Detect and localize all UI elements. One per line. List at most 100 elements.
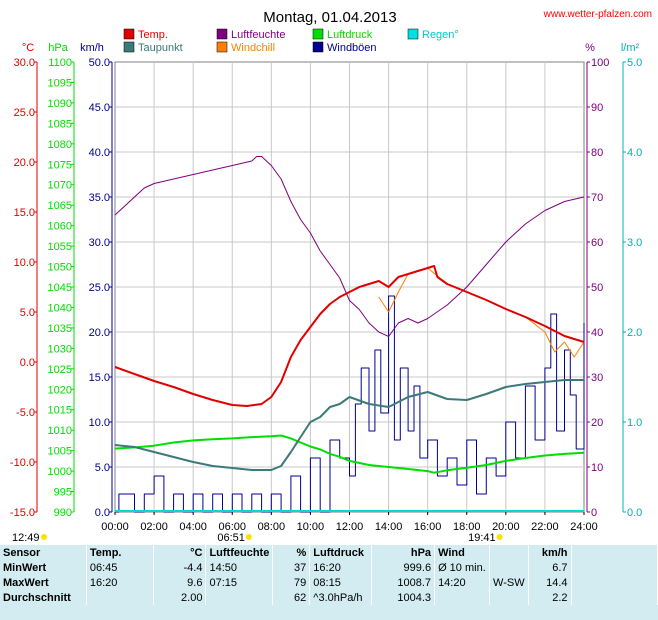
rain-axis-label: l/m² bbox=[621, 42, 640, 54]
x-tick-label: 08:00 bbox=[258, 521, 286, 533]
stats-hum-val: 79 bbox=[272, 575, 311, 590]
stats-header-sensor: Sensor bbox=[0, 545, 87, 560]
temp-axis-tick-label: 10.0 bbox=[14, 257, 35, 269]
stats-wind-time bbox=[434, 590, 491, 605]
legend-swatch bbox=[312, 41, 324, 53]
temp-axis-label: °C bbox=[22, 42, 34, 54]
stats-label: MaxWert bbox=[0, 575, 87, 590]
pressure-axis-tick-label: 1100 bbox=[48, 57, 72, 69]
legend-swatch bbox=[407, 28, 419, 40]
legend-swatch bbox=[123, 41, 135, 53]
humidity-axis-tick-label: 40 bbox=[591, 327, 603, 339]
wind-axis-label: km/h bbox=[80, 42, 104, 54]
pressure-axis-tick-label: 1050 bbox=[48, 262, 72, 274]
x-tick-label: 20:00 bbox=[492, 521, 520, 533]
pressure-axis-tick-label: 1000 bbox=[48, 466, 72, 478]
legend-entry: Luftfeuchte bbox=[231, 29, 285, 41]
x-tick-label: 22:00 bbox=[531, 521, 559, 533]
stats-header-row: Sensor Temp. °C Luftfeuchte % Luftdruck … bbox=[0, 545, 658, 560]
legend: Temp. Luftfeuchte Luftdruck Regen° Taupunkt W… bbox=[123, 28, 459, 54]
pressure-axis-tick-label: 1015 bbox=[48, 405, 72, 417]
x-tick-label: 02:00 bbox=[140, 521, 168, 533]
pressure-axis-tick-label: 1090 bbox=[48, 98, 72, 110]
x-axis: 00:00 02:00 04:00 06:00 08:00 10:00 12:00 14:00… bbox=[101, 512, 598, 533]
legend-entry: Luftdruck bbox=[327, 29, 373, 41]
stats-wind-val: 6.7 bbox=[528, 560, 572, 575]
stats-press-val: 1004.3 bbox=[371, 590, 436, 605]
temp-axis-tick-label: -5.0 bbox=[16, 407, 35, 419]
stats-header-hum: Luftfeuchte bbox=[205, 545, 274, 560]
temp-axis-tick-label: 20.0 bbox=[14, 157, 35, 169]
series bbox=[114, 156, 585, 513]
x-tick-label: 24:00 bbox=[570, 521, 598, 533]
humidity-axis-tick-label: 70 bbox=[591, 192, 603, 204]
x-tick-label: 06:00 bbox=[218, 521, 246, 533]
series-line-windben bbox=[115, 295, 585, 513]
wind-axis-tick-label: 10.0 bbox=[89, 417, 110, 429]
sunset-icon bbox=[496, 534, 503, 540]
stats-row-max: MaxWert 16:20 9.6 07:15 79 08:15 1008.7 … bbox=[0, 575, 658, 590]
temp-axis-tick-label: -15.0 bbox=[10, 507, 35, 519]
wind-axis-tick-label: 30.0 bbox=[89, 237, 110, 249]
series-line-taupunkt bbox=[114, 379, 584, 471]
wind-axis-tick-label: 5.0 bbox=[95, 462, 110, 474]
wind-axis-tick-label: 35.0 bbox=[89, 192, 110, 204]
stats-wind-val: 14.4 bbox=[528, 575, 572, 590]
axis-labels: °C hPa km/h% l/m² bbox=[22, 42, 640, 54]
pressure-axis-tick-label: 1070 bbox=[48, 180, 72, 192]
stats-header-temp: Temp. bbox=[86, 545, 154, 560]
sunset-time: 19:41 bbox=[468, 532, 496, 544]
stats-temp-time bbox=[86, 590, 154, 605]
stats-wind-time: Ø 10 min. bbox=[434, 560, 491, 575]
pressure-axis-tick-label: 1075 bbox=[48, 159, 72, 171]
legend-swatch bbox=[216, 41, 228, 53]
stats-temp-time: 16:20 bbox=[86, 575, 154, 590]
site-link[interactable]: www.wetter-pfalzen.com bbox=[543, 9, 652, 20]
legend-entry: Windchill bbox=[231, 42, 275, 54]
pressure-axis-tick-label: 1035 bbox=[48, 323, 72, 335]
pressure-axis-tick-label: 1025 bbox=[48, 364, 72, 376]
humidity-axis-tick-label: 20 bbox=[591, 417, 603, 429]
x-tick-label: 00:00 bbox=[101, 521, 129, 533]
wind-axis-tick-label: 45.0 bbox=[89, 102, 110, 114]
moonset-time: 12:49 bbox=[12, 532, 40, 544]
temp-axis-tick-label: 5.0 bbox=[20, 307, 35, 319]
stats-label: Durchschnitt bbox=[0, 590, 87, 605]
stats-wind-dir: W-SW bbox=[489, 575, 529, 590]
wind-axis-tick-label: 40.0 bbox=[89, 147, 110, 159]
series-line-luftfeuchte bbox=[114, 156, 585, 337]
x-tick-label: 12:00 bbox=[336, 521, 364, 533]
rain-axis-tick-label: 4.0 bbox=[627, 147, 642, 159]
pressure-axis-tick-label: 1065 bbox=[48, 200, 72, 212]
temp-axis-tick-label: 25.0 bbox=[14, 107, 35, 119]
rain-axis-tick-label: 1.0 bbox=[627, 417, 642, 429]
wind-axis-tick-label: 0.0 bbox=[95, 507, 110, 519]
stats-press-time: 16:20 bbox=[309, 560, 373, 575]
stats-header-wind-unit: km/h bbox=[528, 545, 572, 560]
legend-swatch bbox=[216, 28, 228, 40]
wind-axis-tick-label: 20.0 bbox=[89, 327, 110, 339]
stats-header-wind: Wind bbox=[434, 545, 491, 560]
stats-temp-val: 9.6 bbox=[153, 575, 207, 590]
stats-header-temp-unit: °C bbox=[153, 545, 207, 560]
stats-hum-time: 14:50 bbox=[205, 560, 274, 575]
stats-press-val: 999.6 bbox=[371, 560, 436, 575]
stats-table: Sensor Temp. °C Luftfeuchte % Luftdruck … bbox=[0, 545, 658, 620]
stats-press-time: 08:15 bbox=[309, 575, 373, 590]
legend-swatch bbox=[312, 28, 324, 40]
stats-wind-time: 14:20 bbox=[434, 575, 491, 590]
stats-header-hum-unit: % bbox=[272, 545, 311, 560]
pressure-axis-tick-label: 1060 bbox=[48, 221, 72, 233]
sun-times: 12:49 06:51 19:41 bbox=[12, 532, 503, 544]
pressure-axis-label: hPa bbox=[48, 42, 68, 54]
legend-swatch bbox=[123, 28, 135, 40]
pressure-axis-tick-label: 1040 bbox=[48, 302, 72, 314]
stats-row-min: MinWert 06:45 -4.4 14:50 37 16:20 999.6 … bbox=[0, 560, 658, 575]
series-line-temp bbox=[114, 265, 585, 407]
stats-press-time: ^3.0hPa/h bbox=[309, 590, 373, 605]
rain-axis-tick-label: 2.0 bbox=[627, 327, 642, 339]
moon-icon bbox=[41, 534, 47, 540]
legend-entry: Temp. bbox=[138, 29, 168, 41]
weather-chart: Montag, 01.04.2013 www.wetter-pfalzen.co… bbox=[10, 9, 652, 544]
humidity-axis-tick-label: 100 bbox=[591, 57, 609, 69]
